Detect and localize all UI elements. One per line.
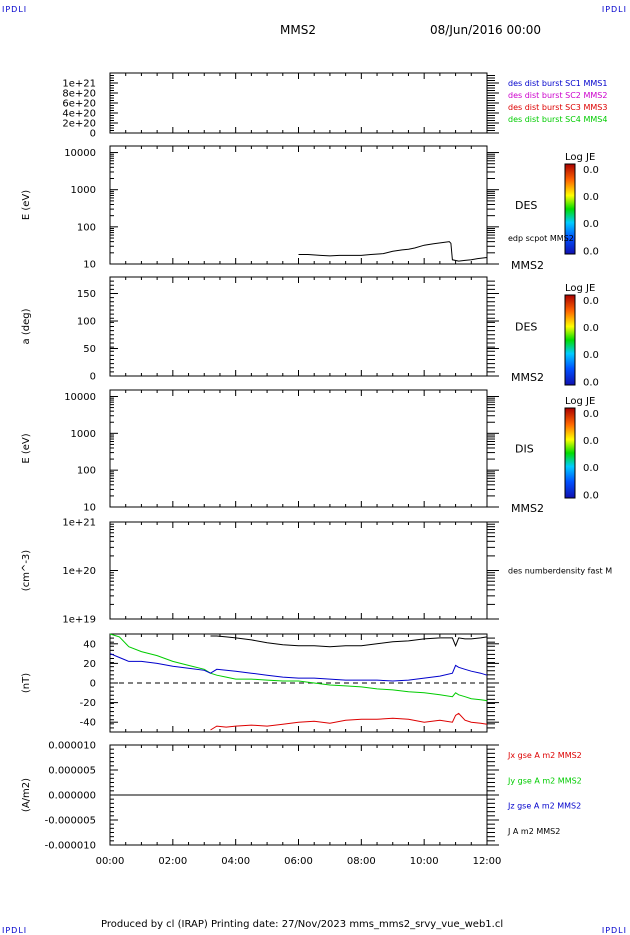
legend-entry: Jz gse A m2 MMS2 <box>507 802 581 811</box>
colorbar-label: 0.0 <box>583 219 599 230</box>
legend-entry: des dist burst SC1 MMS1 <box>508 79 607 88</box>
y-tick-label: 0 <box>90 679 96 690</box>
colorbar-label: 0.0 <box>583 377 599 388</box>
colorbar-label: 0.0 <box>583 463 599 474</box>
colorbar-label: 0.0 <box>583 409 599 420</box>
y-tick-label: -40 <box>80 718 96 729</box>
y-tick-label: 1000 <box>71 185 96 196</box>
y-axis-label: E (eV) <box>21 190 32 220</box>
colorbar-label: 0.0 <box>583 436 599 447</box>
legend-entry: Jy gse A m2 MMS2 <box>507 776 582 785</box>
y-tick-label: 0.000010 <box>48 741 96 752</box>
panel-frame-des-pitch <box>109 276 488 377</box>
datetime-title: 08/Jun/2016 00:00 <box>430 23 542 37</box>
y-tick-label: 0 <box>90 372 96 383</box>
x-tick-label: 08:00 <box>347 856 376 867</box>
legend-entry: des dist burst SC2 MMS2 <box>508 91 607 100</box>
colorbar <box>564 407 576 499</box>
colorbar-label: 0.0 <box>583 350 599 361</box>
x-tick-label: 10:00 <box>410 856 439 867</box>
legend-entry: des dist burst SC3 MMS3 <box>508 103 607 112</box>
panel-frame-dist-burst <box>109 72 488 134</box>
y-tick-label: -0.000005 <box>45 816 96 827</box>
x-tick-label: 00:00 <box>96 856 125 867</box>
y-tick-label: 2e+20 <box>62 119 96 130</box>
panel-frame-dis-energy <box>109 389 488 508</box>
y-axis-label: a (deg) <box>21 308 32 344</box>
corner-label-bottom-right: IPDLI <box>601 926 627 935</box>
y-axis-label: (cm^-3) <box>21 550 32 591</box>
colorbar-label: 0.0 <box>583 323 599 334</box>
corner-label-bottom-left: IPDLI <box>2 926 28 935</box>
y-tick-label: 40 <box>83 639 96 650</box>
spacecraft-label: MMS2 <box>511 371 544 384</box>
x-tick-label: 04:00 <box>221 856 250 867</box>
y-tick-label: 50 <box>83 344 96 355</box>
colorbar-label: 0.0 <box>583 296 599 307</box>
colorbar <box>564 294 576 386</box>
y-tick-label: 10 <box>83 503 96 514</box>
corner-label-top-left: IPDLI <box>2 5 28 14</box>
colorbar <box>564 163 576 255</box>
y-tick-label: 150 <box>77 289 96 300</box>
spacecraft-title: MMS2 <box>280 23 316 37</box>
y-tick-label: -20 <box>80 698 96 709</box>
y-tick-label: 100 <box>77 222 96 233</box>
panel-frame-des-energy <box>109 145 488 265</box>
y-tick-label: 8e+20 <box>62 89 96 100</box>
colorbar-title: Log JE <box>565 152 595 163</box>
legend-entry: J A m2 MMS2 <box>507 827 560 836</box>
corner-label-top-right: IPDLI <box>601 5 627 14</box>
colorbar-label: 0.0 <box>583 246 599 257</box>
overlay-label: edp scpot MMS2 <box>508 234 574 243</box>
y-tick-label: 1000 <box>71 429 96 440</box>
colorbar-label: 0.0 <box>583 165 599 176</box>
species-label: DES <box>515 321 537 334</box>
footer-credit: Produced by cl (IRAP) Printing date: 27/… <box>101 919 504 930</box>
y-tick-label: 4e+20 <box>62 109 96 120</box>
colorbar-label: 0.0 <box>583 490 599 501</box>
spacecraft-label: MMS2 <box>511 502 544 515</box>
y-tick-label: 10000 <box>64 392 96 403</box>
x-tick-label: 02:00 <box>158 856 187 867</box>
legend-entry: des dist burst SC4 MMS4 <box>508 115 607 124</box>
y-tick-label: 1e+21 <box>62 518 96 529</box>
species-label: DIS <box>515 443 534 456</box>
legend-entry: Jx gse A m2 MMS2 <box>507 751 582 760</box>
y-axis-label: (nT) <box>21 673 32 693</box>
spacecraft-label: MMS2 <box>511 259 544 272</box>
series-line <box>298 241 488 262</box>
colorbar-title: Log JE <box>565 396 595 407</box>
x-tick-label: 12:00 <box>473 856 502 867</box>
y-tick-label: 0.000005 <box>48 766 96 777</box>
series-line <box>109 633 488 702</box>
series-line <box>109 653 488 682</box>
y-tick-label: 10 <box>83 260 96 271</box>
y-tick-label: 1e+19 <box>62 615 96 626</box>
legend-entry: des numberdensity fast M <box>508 567 612 576</box>
y-tick-label: 20 <box>83 659 96 670</box>
y-tick-label: 10000 <box>64 148 96 159</box>
y-tick-label: 0.000000 <box>48 791 96 802</box>
colorbar-title: Log JE <box>565 283 595 294</box>
panel-frame-density <box>109 521 488 620</box>
y-axis-label: E (eV) <box>21 433 32 463</box>
y-tick-label: -0.000010 <box>45 841 96 852</box>
x-tick-label: 06:00 <box>284 856 313 867</box>
y-tick-label: 1e+21 <box>62 79 96 90</box>
y-tick-label: 6e+20 <box>62 99 96 110</box>
colorbar-label: 0.0 <box>583 192 599 203</box>
series-line <box>210 635 488 648</box>
y-tick-label: 100 <box>77 317 96 328</box>
y-tick-label: 100 <box>77 466 96 477</box>
series-line <box>210 712 488 731</box>
y-tick-label: 1e+20 <box>62 566 96 577</box>
species-label: DES <box>515 199 537 212</box>
y-axis-label: (A/m2) <box>21 778 32 812</box>
y-tick-label: 0 <box>90 129 96 140</box>
